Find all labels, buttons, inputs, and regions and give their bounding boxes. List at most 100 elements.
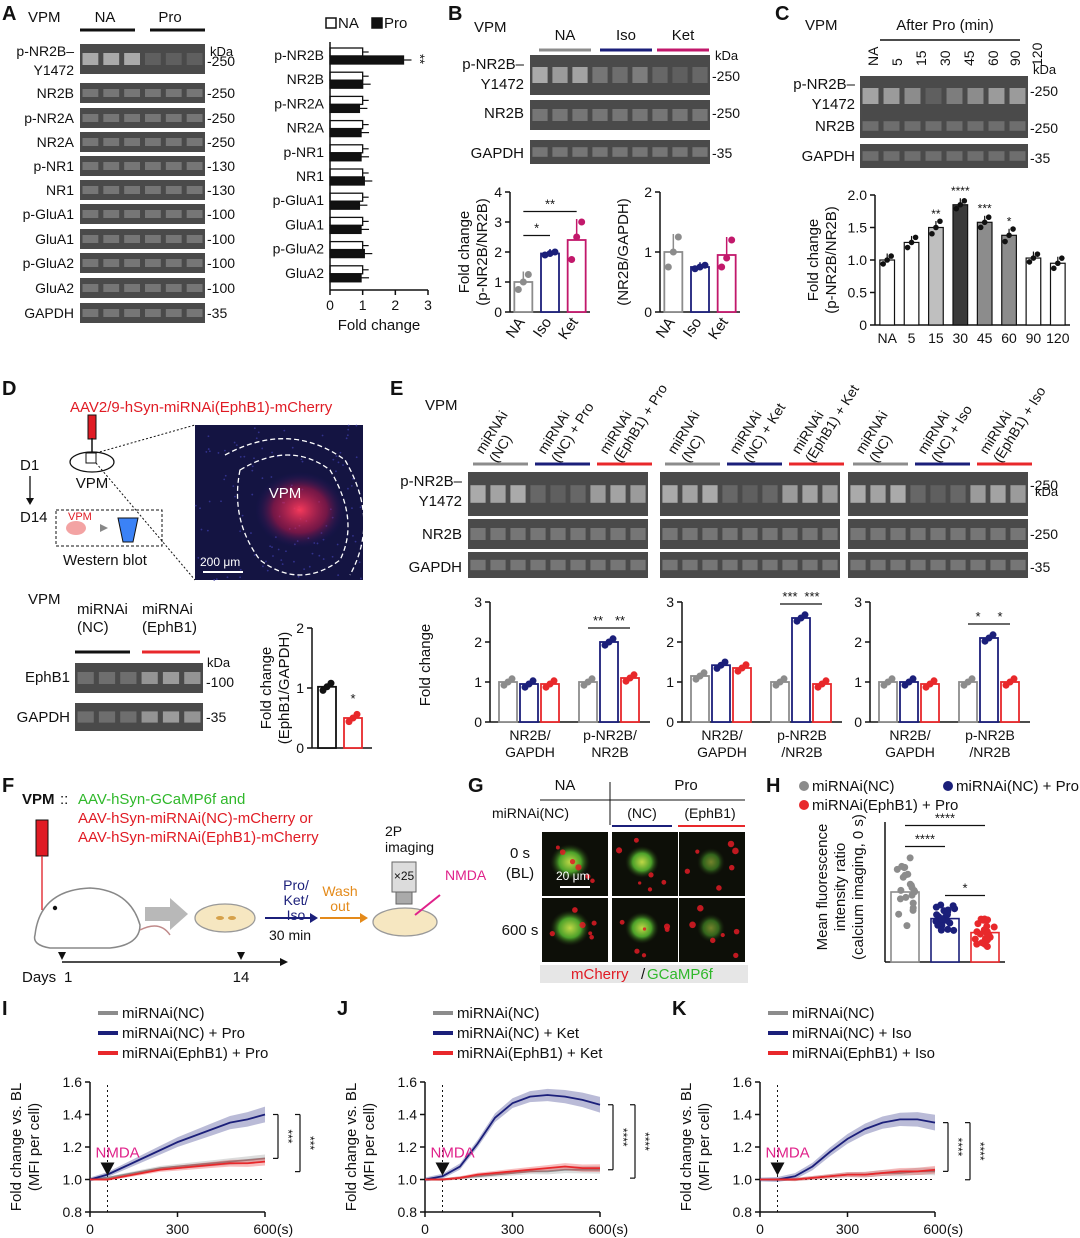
x-tick-label: p-NR2B/NR2B: [777, 727, 827, 760]
nucleus-dot: [347, 428, 350, 431]
kda-label: -250: [1030, 120, 1058, 136]
blot-band: [145, 162, 161, 170]
legend-dot: [943, 781, 953, 791]
blot-band: [970, 485, 986, 503]
legend-dot: [799, 781, 809, 791]
data-point: [723, 254, 731, 262]
blot-band: [162, 672, 180, 684]
blot-strip: [848, 552, 1028, 578]
blot-band: [82, 114, 99, 122]
data-point: [906, 880, 914, 888]
blot-strip: [848, 472, 1028, 516]
data-point: [578, 218, 586, 226]
zoom-line: [95, 462, 196, 581]
nucleus-dot: [255, 437, 258, 440]
lane-label: NA: [865, 46, 881, 66]
y-tick-label: 2: [644, 184, 652, 200]
blot-background: [75, 703, 203, 731]
nucleus-dot: [199, 507, 201, 510]
kda-label: -250: [207, 53, 235, 69]
blot-band: [165, 114, 182, 122]
bar: [711, 664, 731, 723]
blot-strip: [80, 83, 205, 103]
sig-label: ****: [951, 1138, 965, 1157]
legend-label: miRNAi(EphB1) + Iso: [792, 1045, 935, 1062]
nucleus-dot: [355, 424, 358, 427]
blot-band: [184, 711, 201, 723]
data-point: [896, 895, 904, 903]
blot-band: [862, 88, 879, 104]
nucleus-dot: [322, 558, 325, 560]
blot-strip: [75, 663, 203, 693]
legend-label: NA: [338, 15, 359, 32]
mcherry-puncta: [716, 885, 722, 891]
mcherry-puncta: [689, 921, 696, 929]
blot-band: [610, 528, 626, 540]
caption-red: mCherry: [571, 966, 629, 983]
nucleus-dot: [281, 563, 284, 566]
nucleus-dot: [257, 431, 260, 434]
legend-label: miRNAi(EphB1) + Ket: [457, 1045, 603, 1062]
data-point: [929, 230, 935, 237]
y-tick-label: 3: [854, 594, 862, 610]
panel-letter: I: [2, 998, 8, 1020]
blot-strip: [80, 229, 205, 249]
bar: [928, 226, 944, 326]
blot-strip: [660, 552, 840, 578]
blot-label: p-NR2B– Y1472: [16, 43, 74, 78]
sig-label: ****: [915, 832, 935, 847]
blot-background: [80, 180, 205, 200]
label-text: kDa: [210, 44, 234, 59]
chart-a: NA Pro p-NR2B NR2B p-NR2A NR2A p-NR1 NR1 p-GluA1…: [273, 15, 432, 334]
sig-label: ****: [638, 1132, 652, 1151]
data-point: [909, 906, 917, 914]
blot-band: [145, 284, 161, 292]
data-point: [944, 925, 952, 933]
sig-label: *: [534, 221, 539, 236]
objective-tip: [395, 891, 413, 905]
mcherry-puncta: [634, 948, 640, 954]
nucleus-dot: [232, 485, 235, 488]
blot-strip: [80, 278, 205, 298]
nmda-arrow: [435, 1162, 450, 1176]
day-label: D1: [20, 457, 39, 474]
blot-band: [550, 485, 566, 503]
x-tick-label: 30: [953, 330, 969, 346]
data-point: [880, 261, 886, 267]
blot-label: GluA1: [35, 231, 74, 247]
x-tick-label: 300: [166, 1221, 190, 1237]
kda-label: -250: [1030, 83, 1058, 99]
blot-band: [950, 528, 966, 540]
data-point: [514, 286, 522, 293]
category-label: NR2A: [287, 120, 325, 136]
blot-band: [165, 284, 182, 292]
data-point: [664, 263, 672, 271]
blot-band: [570, 559, 586, 571]
blot-band: [530, 485, 546, 503]
blot-band: [652, 67, 668, 83]
blot-band: [910, 485, 926, 503]
kda-label: -100: [207, 231, 235, 247]
bar-na: [329, 47, 364, 57]
blot-band: [988, 88, 1005, 104]
x-tick-label: 0: [756, 1221, 764, 1237]
mcherry-puncta: [591, 920, 597, 926]
bar-pro: [329, 176, 365, 186]
bar: [566, 239, 587, 313]
blot-band: [692, 67, 708, 83]
cell-signal: [697, 914, 725, 942]
bar: [1000, 681, 1020, 723]
data-point: [1010, 675, 1018, 683]
nmda-label: NMDA: [766, 1145, 810, 1162]
blot-band: [572, 147, 588, 157]
blot-band: [742, 559, 758, 571]
blot-strip: [80, 108, 205, 128]
y-tick-label: 1: [644, 244, 652, 260]
blot-band: [103, 162, 120, 170]
y-axis-label: Fold change(EphB1/GAPDH): [258, 632, 293, 745]
bar: [540, 252, 560, 313]
kda-label: -250: [207, 110, 235, 126]
data-point: [568, 256, 576, 263]
legend-label: miRNAi(NC) + Iso: [792, 1025, 912, 1042]
blot-band: [870, 485, 886, 503]
